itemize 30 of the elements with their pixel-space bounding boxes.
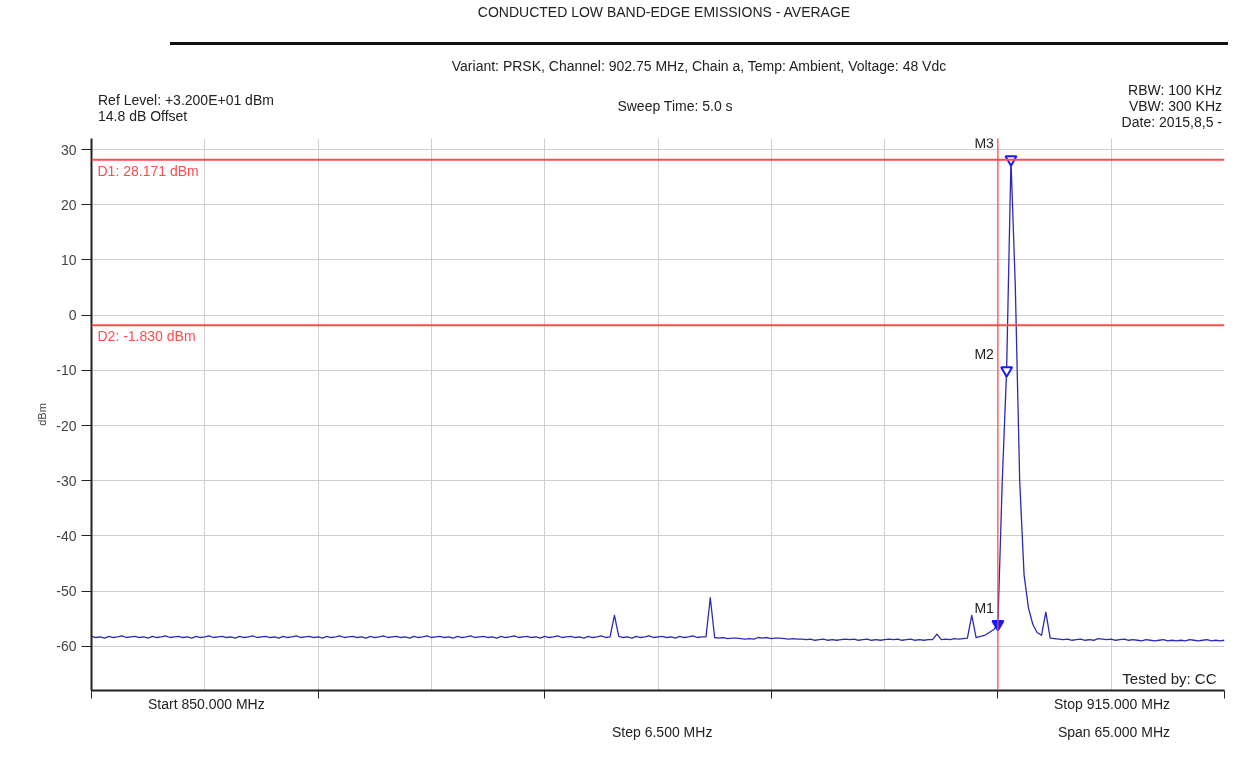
ref-line-label: D2: -1.830 dBm <box>97 328 196 345</box>
chart-title: CONDUCTED LOW BAND-EDGE EMISSIONS - AVERAGE <box>476 3 852 22</box>
y-tick-label: 0 <box>68 307 77 324</box>
text: Ref Level: +3.200E+01 dBm <box>98 92 274 108</box>
point <box>1000 366 1014 378</box>
y-tick-label: 10 <box>60 251 77 268</box>
text: VBW: 300 KHz <box>1128 98 1222 114</box>
annotation: M2 <box>974 346 995 363</box>
text: Span 65.000 MHz <box>1057 723 1170 742</box>
text: RBW: 100 KHz <box>1128 82 1222 98</box>
annotation: M3 <box>974 135 995 152</box>
y-tick-label: -60 <box>56 638 77 655</box>
y-tick-label: -30 <box>56 472 77 489</box>
y-tick-label: 30 <box>60 141 77 158</box>
text: Sweep Time: 5.0 s <box>617 98 733 114</box>
y-tick-label: -10 <box>56 362 77 379</box>
text: Start 850.000 MHz <box>148 695 265 714</box>
text: Date: 2015,8,5 - <box>1121 114 1222 130</box>
y-axis-title: dBm <box>36 403 49 426</box>
text: Step 6.500 MHz <box>612 723 713 742</box>
y-tick-label: -40 <box>56 527 77 544</box>
ref-line-label: D1: 28.171 dBm <box>97 162 199 179</box>
chart-subtitle: Variant: PRSK, Channel: 902.75 MHz, Chain a, Temp: Ambient, Voltage: 48 Vdc <box>450 57 948 76</box>
y-tick-label: -20 <box>56 417 77 434</box>
text: 14.8 dB Offset <box>98 108 188 124</box>
annotation: Tested by: CC <box>1122 669 1217 687</box>
y-tick-label: 20 <box>60 196 77 213</box>
annotation: M1 <box>974 600 995 617</box>
text: Stop 915.000 MHz <box>1054 695 1170 714</box>
y-tick-label: -50 <box>56 583 77 600</box>
